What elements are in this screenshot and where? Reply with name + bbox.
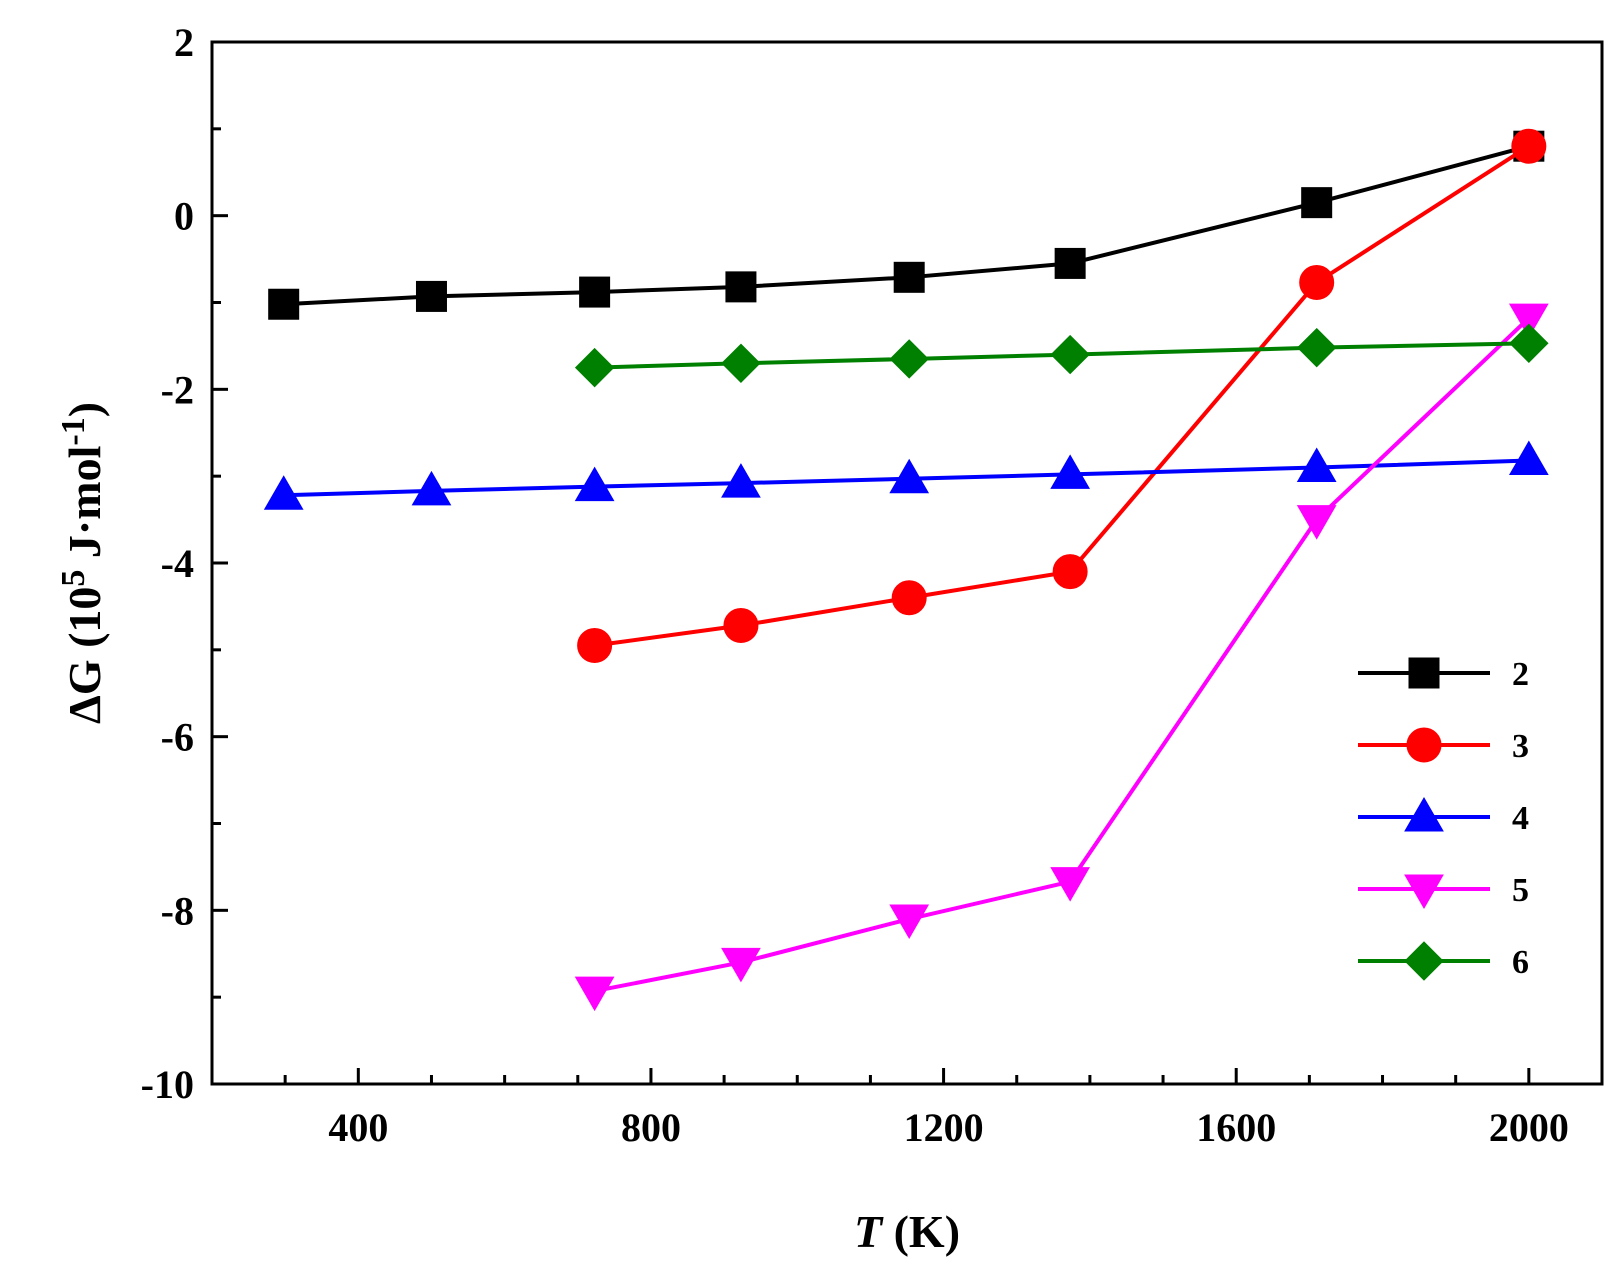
y-tick-label: -4 [161, 541, 194, 586]
legend-item-5: 5 [1358, 872, 1529, 910]
y-axis-label-exp: -1 [55, 417, 92, 445]
series-4-point [263, 475, 304, 510]
series-layer [263, 128, 1549, 1012]
series-6-point [1509, 323, 1549, 364]
series-6-point [721, 343, 761, 383]
x-axis-label-unit: (K) [882, 1206, 960, 1257]
series-3-point [891, 580, 927, 616]
series-2-line [283, 144, 1530, 307]
legend-marker [1406, 727, 1442, 763]
axis-ticks [212, 40, 1531, 1086]
series-4-point [1050, 454, 1091, 489]
series-3-point [1511, 128, 1547, 164]
y-axis-label-exp5: 5 [55, 570, 92, 587]
x-axis-label: T (K) [854, 1206, 960, 1257]
series-3-point [577, 627, 613, 663]
series-5-point [889, 904, 930, 940]
series-2-point [1054, 247, 1086, 279]
legend: 2 3 4 5 6 [1358, 656, 1529, 981]
y-axis-label-prefix: ΔG (10 [59, 587, 110, 724]
series-5-point [1508, 303, 1549, 339]
series-3-point [1299, 265, 1335, 301]
series-4-point [889, 458, 930, 494]
legend-item-4: 4 [1358, 796, 1529, 837]
series-4-line [283, 458, 1529, 498]
y-tick-label: -8 [161, 888, 194, 933]
series-4 [263, 440, 1549, 510]
series-5-point [721, 947, 761, 983]
legend-label: 3 [1512, 728, 1529, 765]
y-axis-label: ΔG (105 J·mol-1) [55, 402, 110, 724]
legend-marker [1404, 796, 1444, 832]
x-tick-label: 2000 [1489, 1105, 1569, 1150]
legend-marker [1408, 657, 1440, 689]
legend-item-6: 6 [1358, 941, 1529, 981]
x-tick-label: 1600 [1196, 1105, 1276, 1150]
legend-marker [1404, 874, 1444, 910]
legend-item-2: 2 [1358, 656, 1529, 693]
x-tick-label: 400 [328, 1105, 388, 1150]
legend-label: 4 [1512, 800, 1529, 837]
series-5-line [594, 316, 1531, 994]
series-5 [574, 303, 1549, 1012]
series-2-point [893, 261, 925, 293]
y-axis-label-mid: J·mol [59, 446, 110, 570]
series-5-point [574, 976, 615, 1012]
series-5-point [1050, 867, 1091, 902]
y-tick-label: 2 [174, 20, 194, 65]
x-tick-label: 800 [621, 1105, 681, 1150]
legend-label: 6 [1512, 944, 1529, 981]
series-3 [577, 128, 1547, 663]
series-6-point [574, 347, 615, 388]
legend-label: 5 [1512, 872, 1529, 909]
legend-item-3: 3 [1358, 727, 1529, 765]
x-tick-label: 1200 [904, 1105, 984, 1150]
series-2-point [579, 276, 611, 308]
series-3-point [723, 608, 759, 644]
y-tick-label: -6 [161, 715, 194, 760]
y-tick-label: -10 [141, 1062, 194, 1107]
series-2-point [268, 288, 300, 320]
legend-marker [1404, 941, 1444, 981]
series-6-point [889, 339, 929, 379]
series-3-line [594, 144, 1530, 648]
y-tick-label: -2 [161, 367, 194, 412]
y-axis-label-suffix: ) [59, 402, 110, 417]
series-6-line [594, 341, 1529, 370]
series-2-point [415, 280, 447, 312]
y-tick-label: 0 [174, 194, 194, 239]
series-2-point [725, 271, 757, 303]
series-4-point [721, 463, 761, 498]
legend-label: 2 [1512, 656, 1529, 693]
series-4-point [1508, 440, 1549, 476]
series-6-point [1296, 327, 1337, 368]
axis-tick-labels: 400 800 1200 1600 2000 2 0 -2 -4 -6 -8 -10 [141, 20, 1569, 1150]
series-2-point [1301, 187, 1333, 219]
series-3-point [1052, 554, 1088, 590]
series-6 [574, 323, 1549, 388]
series-4-point [574, 466, 615, 502]
x-axis-label-symbol: T [854, 1206, 884, 1257]
series-6-point [1050, 334, 1090, 375]
series-4-point [1296, 447, 1337, 482]
series-5-point [1296, 505, 1337, 540]
series-4-point [411, 470, 452, 506]
series-2 [268, 130, 1545, 320]
